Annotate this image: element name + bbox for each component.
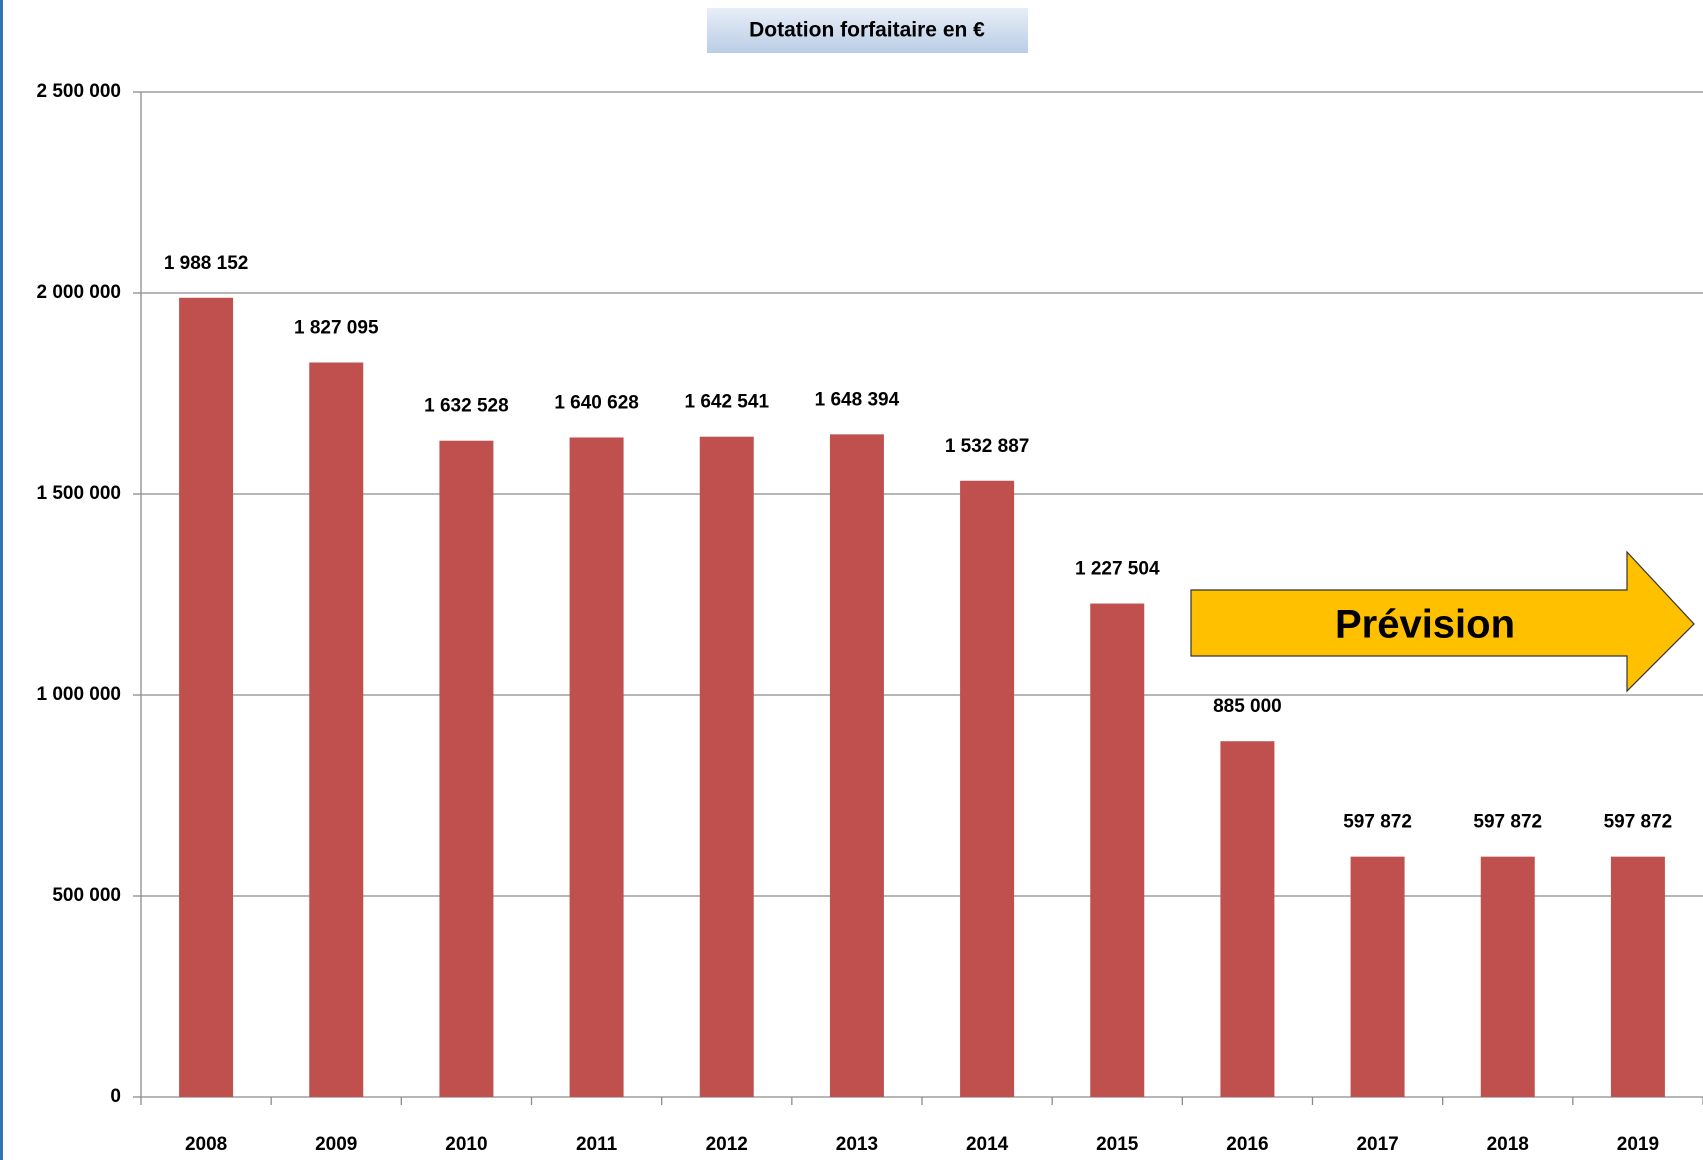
chart-title: Dotation forfaitaire en € <box>749 19 985 42</box>
x-tick-label: 2012 <box>706 1134 748 1155</box>
arrow-shape <box>1190 550 1695 693</box>
y-tick-label: 500 000 <box>52 885 121 906</box>
y-tick-label: 1 500 000 <box>36 483 121 504</box>
left-border <box>0 0 3 1160</box>
data-label: 1 640 628 <box>554 392 639 413</box>
data-label: 1 227 504 <box>1075 559 1160 580</box>
data-label: 597 872 <box>1604 812 1673 833</box>
bar <box>829 434 884 1098</box>
x-tick-label: 2016 <box>1226 1134 1268 1155</box>
x-tick-label: 2015 <box>1096 1134 1139 1155</box>
bar <box>960 480 1015 1097</box>
x-tick-label: 2017 <box>1356 1134 1398 1155</box>
bar <box>439 440 494 1097</box>
y-tick-label: 2 500 000 <box>36 81 121 102</box>
bar <box>569 437 624 1097</box>
bar <box>1350 856 1405 1097</box>
x-tick-label: 2013 <box>836 1134 878 1155</box>
bar <box>1220 741 1275 1097</box>
annotation: Prévision <box>1335 603 1515 647</box>
data-label: 597 872 <box>1473 812 1542 833</box>
title-box <box>707 8 1028 53</box>
y-tick-label: 2 000 000 <box>36 282 121 303</box>
x-tick-label: 2008 <box>185 1134 227 1155</box>
bar <box>179 297 234 1097</box>
x-tick-label: 2009 <box>315 1134 357 1155</box>
y-tick-label: 0 <box>110 1086 121 1107</box>
data-label: 1 632 528 <box>424 396 509 417</box>
x-tick-label: 2011 <box>576 1134 618 1155</box>
bar <box>1610 856 1665 1097</box>
data-label: 885 000 <box>1213 696 1282 717</box>
data-label: 1 648 394 <box>815 389 900 410</box>
data-label: 1 988 152 <box>164 253 249 274</box>
data-label: 597 872 <box>1343 812 1412 833</box>
y-tick-label: 1 000 000 <box>36 684 121 705</box>
bar <box>309 362 364 1097</box>
x-tick-label: 2014 <box>966 1134 1009 1155</box>
forecast-arrow: Prévision <box>1190 550 1695 693</box>
bar <box>1480 856 1535 1097</box>
x-tick-label: 2019 <box>1617 1134 1659 1155</box>
x-tick-label: 2018 <box>1487 1134 1529 1155</box>
data-label: 1 827 095 <box>294 318 379 339</box>
bar <box>1090 603 1145 1097</box>
data-label: 1 532 887 <box>945 436 1030 457</box>
bar <box>699 436 754 1098</box>
data-label: 1 642 541 <box>684 392 769 413</box>
x-tick-label: 2010 <box>445 1134 487 1155</box>
